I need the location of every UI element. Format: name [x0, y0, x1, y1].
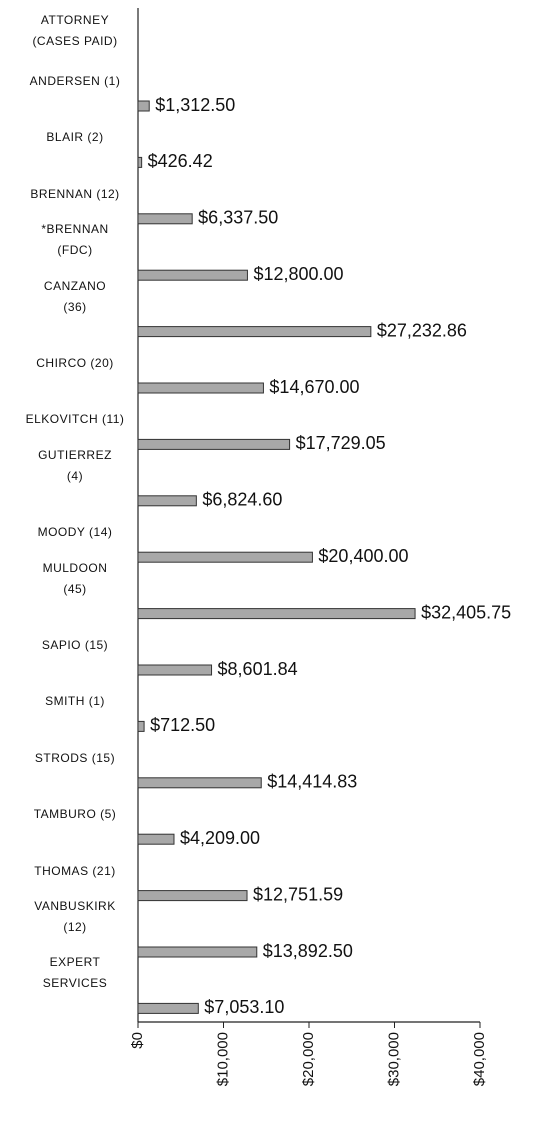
y-tick-label: TAMBURO (5) [33, 807, 117, 822]
bar [137, 608, 416, 620]
value-label: $712.50 [150, 715, 215, 735]
value-label: $12,751.59 [253, 884, 343, 904]
bar [137, 100, 150, 112]
value-label: $6,824.60 [202, 490, 282, 510]
bar [137, 156, 143, 168]
y-tick-label: *BRENNAN (FDC) [41, 222, 109, 258]
y-tick-label: EXPERT SERVICES [42, 955, 108, 991]
y-tick-label: SAPIO (15) [41, 638, 109, 652]
value-label: $32,405.75 [421, 602, 511, 622]
y-tick-label: ANDERSEN (1) [29, 74, 121, 88]
value-label: $14,414.83 [267, 772, 357, 792]
value-label: $20,400.00 [318, 546, 408, 566]
y-tick-label: CHIRCO (20) [36, 356, 114, 370]
value-label: $8,601.84 [218, 659, 298, 679]
bar [137, 326, 372, 338]
value-label: $7,053.10 [204, 997, 284, 1017]
y-tick-label: MULDOON (45) [42, 560, 108, 596]
y-tick-label: ELKOVITCH (11) [25, 412, 125, 427]
y-tick-label: CANZANO (36) [43, 278, 107, 314]
bar [137, 438, 291, 450]
bar [137, 382, 264, 394]
bar [137, 495, 197, 507]
x-tick-label: $10,000 [214, 1032, 231, 1086]
value-label: $12,800.00 [253, 264, 343, 284]
value-label: $426.42 [148, 151, 213, 171]
x-tick-label: $30,000 [385, 1032, 402, 1086]
y-axis-title: ATTORNEY (CASES PAID) [32, 13, 118, 48]
y-tick-label: MOODY (14) [37, 525, 113, 540]
bar [137, 551, 313, 563]
value-label: $4,209.00 [180, 828, 260, 848]
bar [137, 269, 248, 281]
y-tick-label: STRODS (15) [34, 750, 116, 765]
y-tick-label: SMITH (1) [45, 694, 105, 709]
y-tick-label: GUTIERREZ (4) [38, 447, 112, 483]
value-label: $1,312.50 [155, 95, 235, 115]
x-tick-label: $20,000 [300, 1032, 317, 1086]
x-tick-label: $0 [129, 1032, 146, 1049]
bar [137, 1002, 199, 1014]
bar [137, 890, 248, 902]
value-label: $27,232.86 [377, 320, 467, 340]
value-label: $6,337.50 [198, 208, 278, 228]
bar [137, 833, 175, 845]
y-tick-label: BLAIR (2) [46, 130, 104, 145]
bar [137, 777, 262, 789]
x-tick-label: $40,000 [471, 1032, 488, 1086]
bar [137, 720, 145, 732]
bar [137, 213, 193, 225]
bar [137, 946, 258, 958]
value-label: $14,670.00 [269, 377, 359, 397]
value-label: $13,892.50 [263, 941, 353, 961]
value-label: $17,729.05 [296, 433, 386, 453]
y-tick-label: THOMAS (21) [34, 863, 116, 878]
y-tick-label: BRENNAN (12) [30, 186, 120, 201]
y-tick-label: VANBUSKIRK (12) [34, 899, 116, 934]
bar [137, 664, 213, 676]
